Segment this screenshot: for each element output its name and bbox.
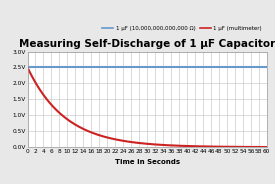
1 μF (multimeter) — [265, 146, 268, 148]
X-axis label: Time in Seconds: Time in Seconds — [115, 159, 180, 165]
Line: 1 μF (multimeter): 1 μF (multimeter) — [28, 68, 267, 147]
Title: Measuring Self-Discharge of 1 μF Capacitor: Measuring Self-Discharge of 1 μF Capacit… — [19, 39, 275, 49]
1 μF (10,000,000,000,000 Ω) — [217, 66, 220, 69]
1 μF (multimeter) — [217, 146, 220, 148]
1 μF (10,000,000,000,000 Ω) — [265, 66, 268, 69]
1 μF (10,000,000,000,000 Ω) — [212, 66, 216, 69]
1 μF (multimeter) — [50, 104, 54, 107]
1 μF (multimeter) — [26, 66, 29, 69]
1 μF (multimeter) — [190, 145, 193, 147]
1 μF (10,000,000,000,000 Ω) — [50, 66, 54, 69]
1 μF (10,000,000,000,000 Ω) — [131, 66, 134, 69]
1 μF (10,000,000,000,000 Ω) — [190, 66, 193, 69]
1 μF (multimeter) — [123, 140, 126, 142]
1 μF (10,000,000,000,000 Ω) — [26, 66, 29, 69]
1 μF (multimeter) — [131, 141, 134, 143]
1 μF (multimeter) — [212, 146, 216, 148]
Legend: 1 μF (10,000,000,000,000 Ω), 1 μF (multimeter): 1 μF (10,000,000,000,000 Ω), 1 μF (multi… — [100, 24, 264, 33]
1 μF (10,000,000,000,000 Ω) — [123, 66, 126, 69]
